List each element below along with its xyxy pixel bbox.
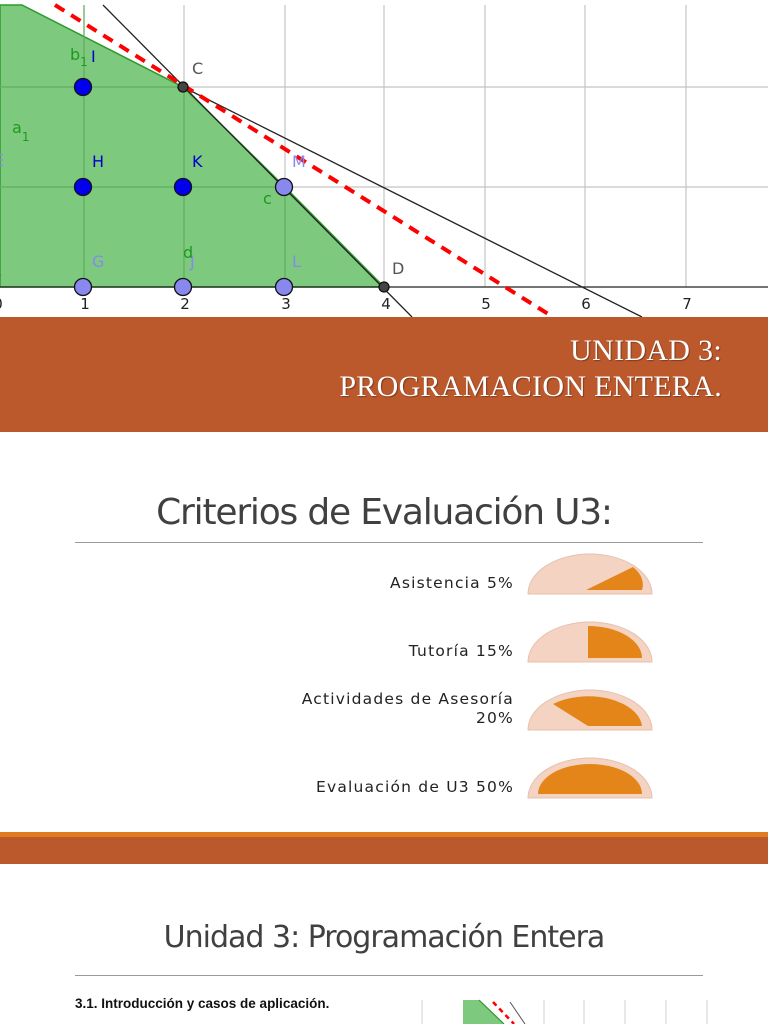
svg-text:A: A <box>0 265 1 280</box>
criteria-label: Evaluación de U3 50% <box>315 778 514 796</box>
unit-slide: Unidad 3: Programación Entera 3.1. Intro… <box>0 864 768 1024</box>
unit-title-line2: PROGRAMACION ENTERA. <box>339 370 722 403</box>
criteria-divider <box>75 542 703 543</box>
svg-text:K: K <box>192 152 203 171</box>
svg-text:E: E <box>0 151 4 170</box>
objective-line <box>53 3 555 317</box>
x-tick-labels: 0 1 2 3 4 5 6 7 <box>0 295 692 313</box>
point-M <box>274 177 294 197</box>
point-H <box>73 177 93 197</box>
svg-text:7: 7 <box>682 295 692 313</box>
mini-graph-canvas <box>421 999 708 1024</box>
svg-text:c: c <box>263 189 272 208</box>
gauge-tutoria <box>527 621 653 663</box>
svg-text:5: 5 <box>481 295 491 313</box>
svg-text:I: I <box>91 47 96 66</box>
svg-text:d: d <box>183 243 193 262</box>
point-D <box>378 281 390 293</box>
point-J <box>173 277 193 297</box>
constraint-line-shallow <box>182 86 643 317</box>
accent-stripe <box>0 832 768 837</box>
criteria-title: Criterios de Evaluación U3: <box>156 492 613 533</box>
unit-divider <box>75 975 703 976</box>
svg-text:J: J <box>189 252 195 271</box>
unit-title-line1: UNIDAD 3: <box>570 334 722 367</box>
integer-programming-graph: 0 1 2 3 4 5 6 7 I H K M G J <box>0 0 768 317</box>
point-K <box>173 177 193 197</box>
svg-text:D: D <box>392 259 404 278</box>
svg-text:3: 3 <box>281 295 291 313</box>
gauge-evaluacion <box>527 757 653 799</box>
svg-text:L: L <box>292 252 301 271</box>
section-band <box>0 837 768 864</box>
point-C <box>177 81 189 93</box>
criteria-label-line1: Actividades de Asesoría <box>301 690 514 708</box>
point-L <box>274 277 294 297</box>
unit-title-band: UNIDAD 3: PROGRAMACION ENTERA. <box>0 317 768 432</box>
lattice-points <box>73 77 390 297</box>
unit-topic-item: 3.1. Introducción y casos de aplicación. <box>75 996 330 1011</box>
constraint-line-steep <box>102 4 413 317</box>
svg-text:0: 0 <box>0 295 3 313</box>
svg-text:H: H <box>92 152 104 171</box>
svg-text:G: G <box>92 252 104 271</box>
point-G <box>73 277 93 297</box>
svg-text:M: M <box>292 152 306 171</box>
unit-title: UNIDAD 3: PROGRAMACION ENTERA. <box>339 333 722 405</box>
criteria-label-line2: 20% <box>475 709 514 727</box>
criteria-label: Tutoría 15% <box>408 642 514 660</box>
graph-canvas: 0 1 2 3 4 5 6 7 I H K M G J <box>0 3 768 317</box>
svg-text:2: 2 <box>180 295 190 313</box>
point-I <box>73 77 93 97</box>
criteria-label: Asistencia 5% <box>390 574 514 592</box>
gauge-asistencia <box>527 553 653 595</box>
svg-text:4: 4 <box>381 295 391 313</box>
svg-text:C: C <box>192 59 203 78</box>
svg-text:6: 6 <box>581 295 591 313</box>
criteria-label: Actividades de Asesoría 20% <box>302 690 514 728</box>
mini-graph-thumbnail <box>400 996 768 1024</box>
criteria-slide: Criterios de Evaluación U3: Asistencia 5… <box>0 432 768 832</box>
unit-slide-title: Unidad 3: Programación Entera <box>163 920 606 955</box>
gauge-actividades <box>527 689 653 731</box>
svg-text:1: 1 <box>80 295 90 313</box>
